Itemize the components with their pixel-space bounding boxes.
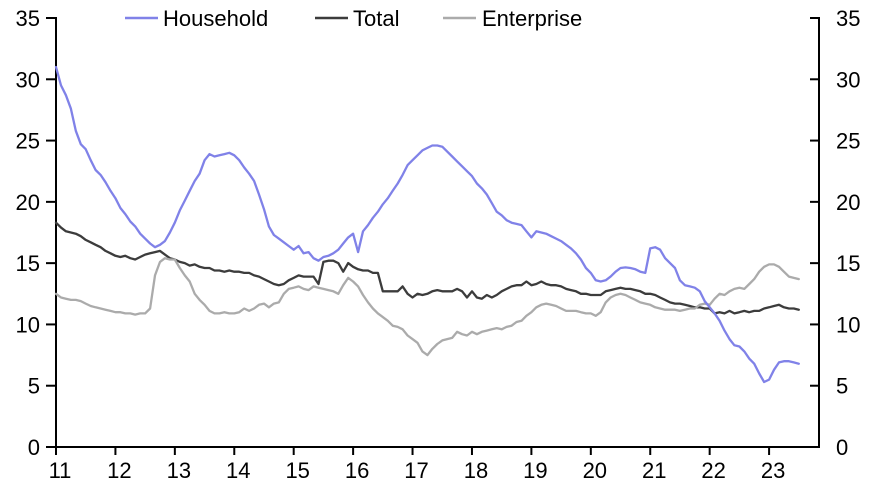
x-tick-label: 21	[642, 458, 666, 483]
x-tick-label: 14	[226, 458, 250, 483]
y-tick-label-right: 20	[836, 190, 860, 215]
series-line-total	[54, 221, 800, 315]
y-tick-label-left: 0	[28, 435, 40, 460]
y-tick-label-right: 15	[836, 251, 860, 276]
x-tick-label: 13	[167, 458, 191, 483]
x-tick-label: 19	[523, 458, 547, 483]
x-tick-label: 11	[49, 458, 72, 483]
x-tick-label: 15	[285, 458, 309, 483]
y-tick-label-right: 0	[836, 435, 848, 460]
legend-item-enterprise: Enterprise	[443, 6, 582, 31]
x-tick-label: 23	[761, 458, 785, 483]
y-tick-label-right: 30	[836, 67, 860, 92]
y-tick-label-left: 5	[28, 374, 40, 399]
legend-item-total: Total	[315, 6, 399, 31]
y-tick-label-left: 30	[16, 67, 40, 92]
x-tick-label: 20	[583, 458, 607, 483]
y-tick-label-left: 15	[16, 251, 40, 276]
series-line-enterprise	[54, 257, 800, 357]
x-tick-label: 22	[701, 458, 725, 483]
x-tick-label: 16	[345, 458, 369, 483]
y-tick-label-left: 35	[16, 6, 40, 31]
x-tick-label: 12	[107, 458, 131, 483]
y-tick-label-right: 35	[836, 6, 860, 31]
legend-item-household: Household	[125, 6, 268, 31]
series-line-household	[54, 65, 800, 384]
legend-label-household: Household	[163, 6, 268, 31]
y-tick-label-right: 25	[836, 129, 860, 154]
x-tick-label: 18	[464, 458, 488, 483]
y-tick-label-right: 10	[836, 312, 860, 337]
y-tick-label-right: 5	[836, 374, 848, 399]
y-tick-label-left: 10	[16, 312, 40, 337]
legend-label-enterprise: Enterprise	[482, 6, 582, 31]
x-tick-label: 17	[404, 458, 428, 483]
y-tick-label-left: 20	[16, 190, 40, 215]
legend-label-total: Total	[353, 6, 399, 31]
y-tick-label-left: 25	[16, 129, 40, 154]
